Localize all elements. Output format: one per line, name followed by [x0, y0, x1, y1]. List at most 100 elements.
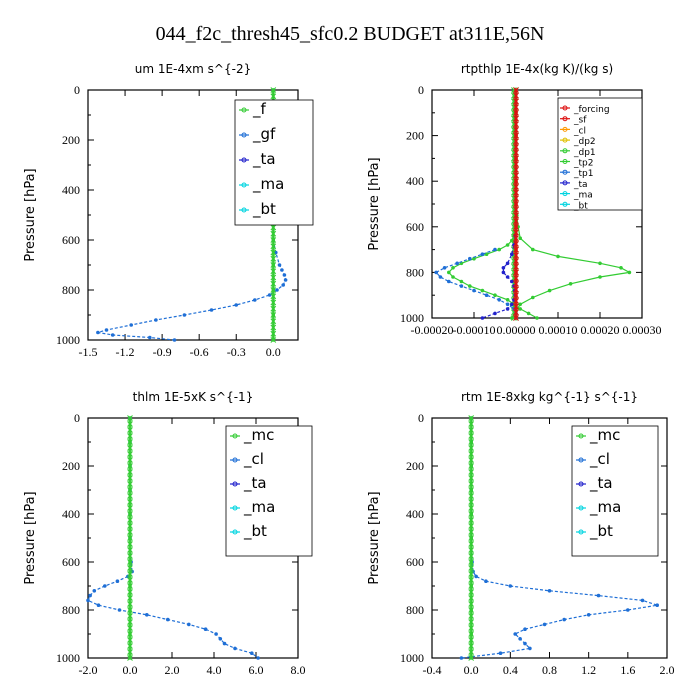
legend-marker [578, 433, 584, 439]
data-point [542, 622, 547, 627]
legend-entry: _dp2 [573, 137, 596, 147]
zero-line-marker [127, 451, 133, 457]
y-tick-label: 400 [62, 183, 80, 197]
data-point [148, 335, 152, 340]
legend-box [234, 99, 314, 226]
zero-line-marker [513, 104, 519, 110]
data-point [640, 598, 645, 603]
zero-line-marker [468, 553, 475, 559]
zero-line-marker [513, 184, 519, 190]
data-point [129, 323, 133, 327]
data-point [214, 632, 218, 636]
legend-marker [562, 148, 568, 154]
panel-1: um 1E-4xm s^{-2} Pressure [hPa] 0 200 400 600… [23, 62, 314, 359]
x-tick-label: 1.2 [581, 663, 596, 677]
data-point [250, 651, 254, 655]
data-point [518, 307, 522, 311]
zero-line-marker [468, 655, 475, 661]
x-tick-label: 0.00020 [581, 323, 620, 337]
data-point [655, 603, 659, 607]
legend-marker [232, 481, 238, 487]
zero-line-marker [468, 421, 475, 427]
data-point [493, 247, 497, 252]
x-tick-label: 8.0 [291, 663, 306, 677]
legend-entry: _ma [252, 175, 284, 194]
zero-line-marker [127, 523, 133, 529]
zero-line-marker [468, 487, 475, 493]
data-point [513, 632, 517, 636]
zero-line-marker [513, 315, 519, 321]
data-point [203, 627, 208, 631]
y-tick-label: 800 [62, 603, 80, 617]
y-tick-label: 0 [418, 83, 424, 97]
data-point [531, 247, 535, 252]
zero-line-marker [127, 421, 133, 427]
data-point [280, 268, 284, 272]
zero-line-marker [468, 613, 475, 619]
y-tick-label: 400 [62, 507, 80, 521]
figure-title: 044_f2c_thresh45_sfc0.2 BUDGET at311E,56… [156, 23, 545, 45]
zero-line-marker [468, 493, 475, 499]
data-point [508, 584, 513, 588]
zero-line-marker [270, 230, 277, 237]
zero-line-marker [513, 206, 519, 213]
zero-line-marker [127, 655, 133, 661]
zero-line-marker [127, 469, 133, 475]
data-point [166, 617, 170, 622]
zero-line-marker [270, 324, 277, 331]
data-point [103, 584, 107, 588]
x-tick-label: -1.2 [116, 345, 135, 359]
x-tick-label: 0.00030 [623, 323, 662, 337]
data-point [154, 318, 158, 322]
data-point [562, 617, 566, 622]
zero-line-marker [127, 505, 133, 511]
x-tick-label: 6.0 [249, 663, 264, 677]
y-tick-label: 600 [406, 220, 424, 234]
data-point [233, 646, 237, 651]
x-tick-label: -0.4 [423, 663, 442, 677]
data-point [505, 302, 510, 307]
y-tick-label: 200 [406, 459, 424, 473]
zero-line-marker [468, 463, 475, 469]
legend-box [557, 97, 643, 211]
data-point [510, 302, 514, 307]
zero-line-marker [513, 212, 519, 219]
legend-marker [241, 132, 247, 138]
data-point [459, 656, 464, 660]
x-tick-label: -1.5 [79, 345, 98, 359]
x-tick-label: -0.9 [153, 345, 172, 359]
data-point [182, 313, 187, 317]
legend-entry: _bt [589, 522, 613, 541]
zero-line-marker [270, 274, 277, 281]
data-point [172, 338, 177, 342]
y-tick-label: 1000 [56, 651, 80, 665]
zero-line-marker [468, 631, 475, 637]
data-point [497, 298, 502, 302]
zero-line-marker [127, 649, 133, 655]
zero-line-marker [468, 559, 475, 565]
data-point [619, 266, 623, 270]
data-point [92, 589, 97, 593]
zero-line-marker [127, 535, 133, 541]
data-point [510, 252, 514, 256]
data-point [442, 266, 447, 270]
legend-entry: _dp1 [573, 148, 596, 158]
zero-line-marker [513, 229, 519, 236]
zero-line-marker [270, 93, 277, 100]
panel-4: rtm 1E-8xkg kg^{-1} s^{-1} Pressure [hPa]… [367, 390, 675, 677]
zero-line-marker [127, 481, 133, 487]
x-tick-label: -0.6 [190, 345, 209, 359]
zero-line-marker [468, 505, 475, 511]
data-point [455, 261, 460, 266]
data-point [501, 270, 506, 275]
legend-entry: _ma [573, 191, 593, 201]
data-point [498, 651, 503, 655]
legend-marker [232, 529, 238, 535]
x-tick-label: 2.0 [165, 663, 180, 677]
data-point [277, 263, 282, 267]
x-tick-label: 4.0 [207, 663, 222, 677]
x-tick-label: -2.0 [79, 663, 98, 677]
zero-line-marker [513, 195, 519, 202]
data-point [535, 316, 539, 320]
legend-marker [562, 137, 568, 143]
